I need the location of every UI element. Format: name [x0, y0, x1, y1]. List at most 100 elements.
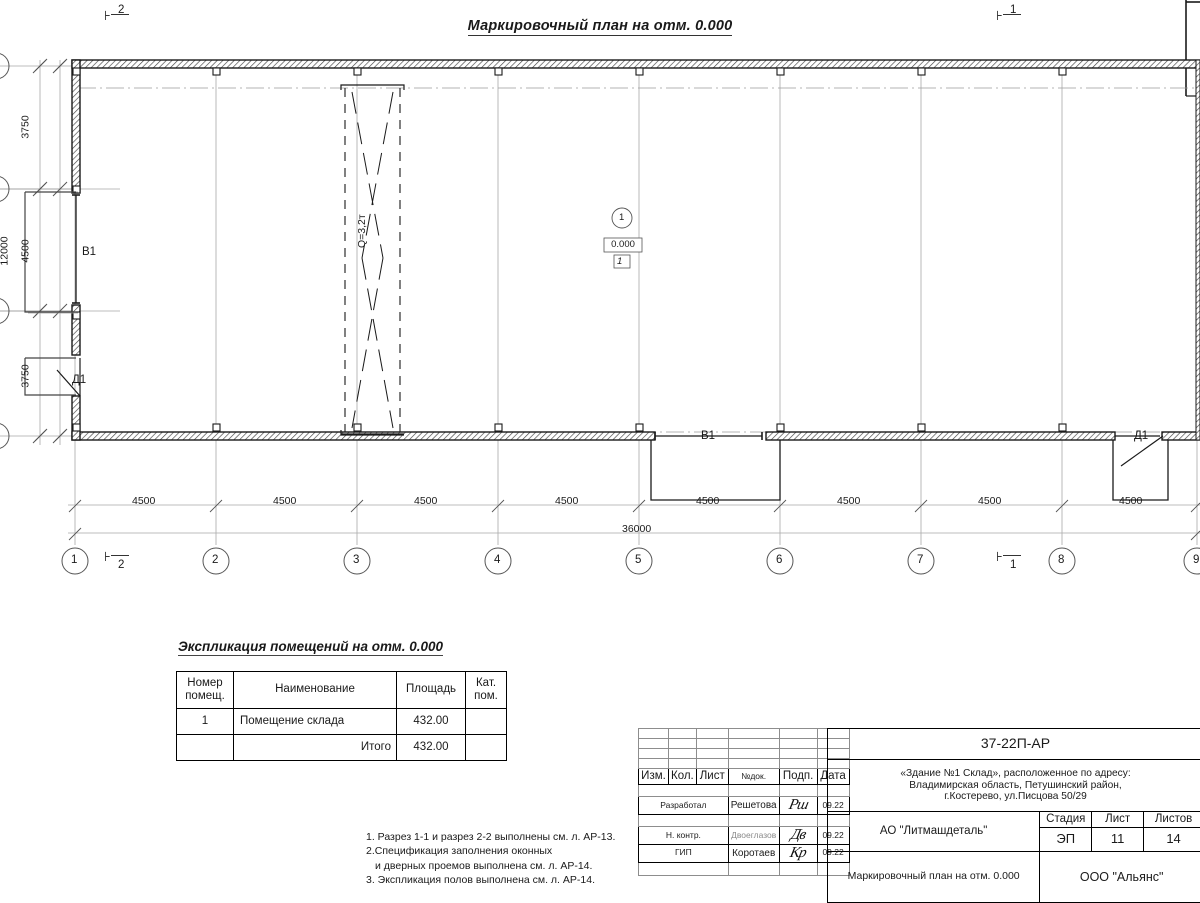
- overall-length-dim: 36000: [622, 523, 651, 535]
- hdr-sheets: Листов: [1144, 812, 1200, 828]
- left-axis-ticks: [33, 59, 67, 443]
- hdr-izm: Изм.: [639, 769, 669, 785]
- explication-title: Экспликация помещений на отм. 0.000: [178, 639, 443, 654]
- stamp-role-row-controller: Н. контр. Двоеглазов Дв 09.22: [639, 827, 850, 845]
- vertical-dimension-chain: [28, 60, 78, 441]
- building-centerlines-left: [0, 189, 78, 311]
- section-mark-1-top: ⊦1: [996, 8, 1021, 24]
- stamp-blank-row: [639, 785, 850, 797]
- door-tag-left: Д1: [72, 374, 86, 386]
- axis-bubble-3: 3: [353, 554, 359, 566]
- building-centerlines: [78, 88, 1196, 432]
- left-offset-brackets: [25, 192, 76, 395]
- explication-title-text: Экспликация помещений на отм. 0.000: [178, 639, 443, 656]
- cell-total-category: [466, 735, 507, 761]
- col-header-area: Площадь: [397, 672, 466, 709]
- sheet-title: Маркировочный план на отм. 0.000: [828, 852, 1040, 903]
- title-block-left-grid: Изм. Кол. Лист №док. Подп. Дата Разработ…: [638, 728, 850, 876]
- vertical-dim-3750-top: 3750: [20, 115, 32, 138]
- cell-room-number: 1: [177, 709, 234, 735]
- room-floor-type-label: 1: [617, 256, 622, 267]
- val-stadia: ЭП: [1040, 828, 1092, 852]
- stamp-blank-row: [639, 862, 850, 875]
- title-block: Изм. Кол. Лист №док. Подп. Дата Разработ…: [638, 728, 1200, 900]
- bottom-dim-2: 4500: [273, 495, 296, 507]
- bottom-dim-7: 4500: [978, 495, 1001, 507]
- room-number-label: 1: [619, 212, 624, 223]
- bottom-dim-5: 4500: [696, 495, 719, 507]
- note-1: 1. Разрез 1-1 и разрез 2-2 выполнены см.…: [366, 830, 615, 844]
- axis-bubble-2: 2: [212, 554, 218, 566]
- room-level-label: 0.000: [606, 239, 640, 250]
- section-mark-2-bottom: ⊦2: [104, 549, 129, 565]
- signature-controller: Дв: [779, 827, 817, 845]
- signature-gip: Кр: [779, 844, 817, 862]
- note-2: 2.Спецификация заполнения оконных: [366, 844, 615, 858]
- stamp-role-row-gip: ГИП Коротаев Кр 09.22: [639, 844, 850, 862]
- vertical-dim-3750-bottom: 3750: [20, 364, 32, 387]
- role-gip: ГИП: [639, 844, 729, 862]
- col-header-name: Наименование: [234, 672, 397, 709]
- section-mark-1-bottom: ⊦1: [996, 549, 1021, 565]
- bottom-dim-3: 4500: [414, 495, 437, 507]
- cell-room-area: 432.00: [397, 709, 466, 735]
- crane-symbol: [341, 85, 404, 435]
- bottom-dim-8: 4500: [1119, 495, 1142, 507]
- stamp-blank-row: [639, 759, 850, 769]
- stamp-sheet-header-row: АО "Литмашдеталь" Стадия Лист Листов: [828, 812, 1200, 828]
- signature-developer: Рш: [779, 797, 817, 815]
- door-tag-right: Д1: [1134, 430, 1148, 442]
- stamp-blank-row: [639, 729, 850, 739]
- col-header-category: Кат.пом.: [466, 672, 507, 709]
- name-developer: Решетова: [728, 797, 779, 815]
- stamp-sheet-title-row: Маркировочный план на отм. 0.000 ООО "Ал…: [828, 852, 1200, 903]
- name-controller: Двоеглазов: [728, 827, 779, 845]
- stamp-revision-header-row: Изм. Кол. Лист №док. Подп. Дата: [639, 769, 850, 785]
- role-developer: Разработал: [639, 797, 729, 815]
- stamp-blank-row: [639, 815, 850, 827]
- vertical-dim-overall-12000: 12000: [0, 236, 11, 265]
- general-notes: 1. Разрез 1-1 и разрез 2-2 выполнены см.…: [366, 830, 615, 888]
- hdr-list: Лист: [696, 769, 728, 785]
- role-controller: Н. контр.: [639, 827, 729, 845]
- cell-total-label: Итого: [234, 735, 397, 761]
- hdr-kol: Кол.: [669, 769, 697, 785]
- stamp-object-row: «Здание №1 Склад», расположенное по адре…: [828, 760, 1200, 812]
- vertical-dim-4500: 4500: [20, 239, 32, 262]
- table-total-row: Итого 432.00: [177, 735, 507, 761]
- table-row: 1 Помещение склада 432.00: [177, 709, 507, 735]
- val-sheets: 14: [1144, 828, 1200, 852]
- axis-bubble-6: 6: [776, 554, 782, 566]
- axis-bubble-4: 4: [494, 554, 500, 566]
- bottom-dim-1: 4500: [132, 495, 155, 507]
- title-block-right-grid: 37-22П-АР «Здание №1 Склад», расположенн…: [827, 728, 1200, 903]
- note-3: 3. Экспликация полов выполнена см. л. АР…: [366, 873, 615, 887]
- pilasters: [73, 68, 1066, 431]
- val-sheet: 11: [1092, 828, 1144, 852]
- axis-grid-lines: [0, 60, 1200, 545]
- hdr-podp: Подп.: [779, 769, 817, 785]
- axis-bubble-5: 5: [635, 554, 641, 566]
- opening-leader-brackets: [651, 440, 1168, 500]
- axis-bubble-8: 8: [1058, 554, 1064, 566]
- cell-room-name: Помещение склада: [234, 709, 397, 735]
- bottom-dim-4: 4500: [555, 495, 578, 507]
- cell-empty: [177, 735, 234, 761]
- note-2-cont: и дверных проемов выполнена см. л. АР-14…: [366, 859, 615, 873]
- stamp-blank-row: [639, 749, 850, 759]
- hdr-stadia: Стадия: [1040, 812, 1092, 828]
- axis-bubble-1: 1: [71, 554, 77, 566]
- window-tag-left: В1: [82, 246, 96, 258]
- axis-bubble-9: 9: [1193, 554, 1199, 566]
- axis-bubble-7: 7: [917, 554, 923, 566]
- customer-name: АО "Литмашдеталь": [828, 812, 1040, 852]
- bottom-dim-6: 4500: [837, 495, 860, 507]
- document-code: 37-22П-АР: [828, 729, 1200, 760]
- designer-organization: ООО "Альянс": [1040, 852, 1200, 903]
- hdr-sheet: Лист: [1092, 812, 1144, 828]
- cell-room-category: [466, 709, 507, 735]
- bottom-axis-bubbles: [62, 548, 1200, 574]
